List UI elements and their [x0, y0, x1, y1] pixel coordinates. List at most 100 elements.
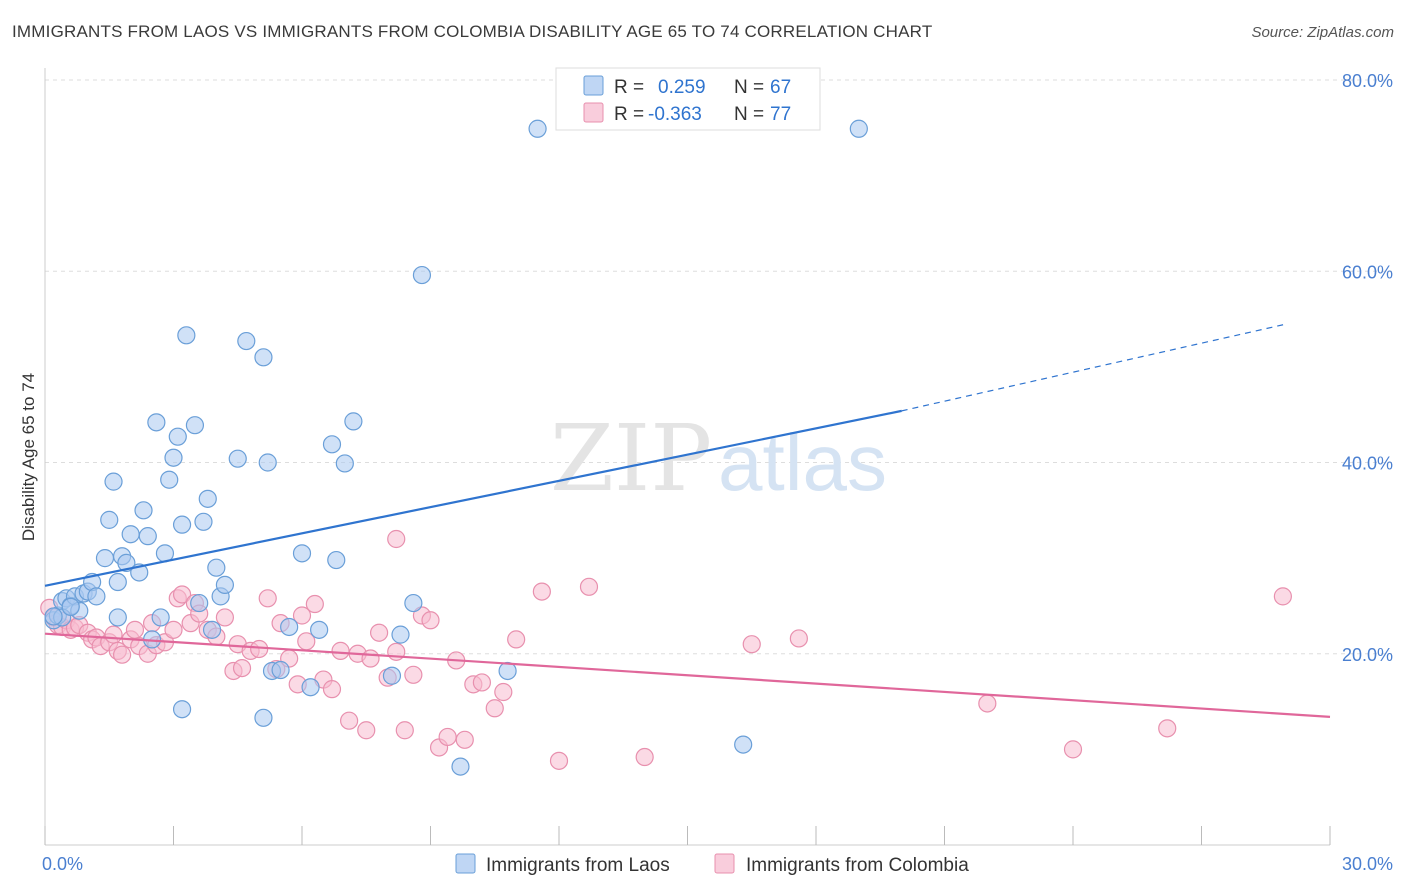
laos-point — [44, 607, 63, 626]
y-axis-label: Disability Age 65 to 74 — [19, 373, 38, 541]
laos-point — [254, 708, 273, 727]
laos-n-label: N = — [734, 77, 764, 98]
colombia-n-value: 77 — [770, 104, 791, 125]
laos-point — [104, 472, 123, 491]
laos-point — [202, 620, 222, 639]
laos-point — [335, 454, 354, 473]
legend-colombia-swatch — [714, 853, 735, 874]
colombia-point — [232, 658, 252, 678]
colombia-point — [579, 577, 599, 596]
colombia-point — [494, 682, 513, 702]
colombia-point — [404, 665, 423, 684]
x-tick-label: 30.0% — [1342, 854, 1393, 874]
x-tick-label: 0.0% — [42, 854, 83, 874]
colombia-point — [1273, 587, 1292, 606]
laos-r-label: R = — [614, 77, 644, 98]
laos-point — [177, 326, 196, 345]
laos-point — [451, 757, 470, 776]
laos-point — [228, 449, 247, 468]
colombia-point — [292, 606, 312, 625]
colombia-point — [742, 635, 761, 654]
laos-point — [404, 593, 423, 613]
source-label: Source: ZipAtlas.com — [1251, 24, 1394, 41]
laos-point — [194, 512, 213, 531]
colombia-point — [635, 747, 654, 767]
colombia-point — [331, 641, 350, 660]
laos-point — [310, 620, 329, 639]
colombia-n-label: N = — [734, 104, 764, 125]
laos-point — [301, 678, 320, 697]
watermark-zip: ZIP — [550, 405, 712, 512]
colombia-point — [455, 730, 474, 749]
laos-point — [172, 515, 192, 534]
laos-point — [734, 735, 753, 754]
colombia-point — [322, 680, 342, 699]
laos-point — [134, 501, 153, 520]
colombia-point — [125, 620, 145, 639]
laos-point — [215, 575, 234, 595]
stats-legend: R = 0.259 N = 67 R = -0.363 N = 77 — [555, 67, 821, 131]
laos-r-value: 0.259 — [658, 77, 706, 98]
laos-trend-extension — [901, 323, 1288, 412]
colombia-point — [305, 594, 324, 614]
trend-lines — [44, 323, 1331, 718]
colombia-point — [485, 699, 504, 718]
colombia-point — [172, 585, 192, 604]
laos-point — [327, 550, 346, 570]
laos-point — [190, 593, 209, 613]
laos-point — [271, 660, 290, 680]
stats-row-colombia: R = -0.363 N = 77 — [583, 102, 791, 125]
colombia-point — [361, 649, 380, 668]
chart-title: IMMIGRANTS FROM LAOS VS IMMIGRANTS FROM … — [12, 22, 933, 41]
laos-point — [185, 416, 205, 435]
colombia-point — [164, 620, 183, 639]
colombia-point — [789, 629, 808, 648]
colombia-point — [215, 608, 234, 627]
y-tick-label: 60.0% — [1342, 262, 1393, 282]
laos-point — [164, 448, 183, 467]
legend-colombia-label: Immigrants from Colombia — [746, 855, 969, 876]
laos-swatch — [583, 75, 604, 96]
laos-point — [108, 572, 127, 592]
colombia-trend-line — [44, 632, 1331, 718]
laos-point — [95, 549, 115, 568]
colombia-point — [507, 630, 526, 649]
laos-point — [108, 608, 127, 627]
colombia-point — [472, 673, 491, 692]
series-legend: Immigrants from Laos Immigrants from Col… — [455, 853, 969, 876]
laos-point — [168, 427, 187, 446]
laos-point — [322, 435, 342, 454]
laos-point — [412, 265, 432, 285]
laos-point — [254, 348, 273, 367]
laos-point — [382, 666, 402, 685]
colombia-points — [40, 529, 1292, 770]
colombia-point — [978, 694, 997, 713]
laos-point — [849, 119, 868, 138]
legend-laos-swatch — [455, 853, 476, 874]
colombia-point — [438, 727, 457, 747]
laos-point — [138, 527, 157, 546]
laos-point — [100, 510, 119, 529]
laos-point — [87, 587, 106, 606]
colombia-point — [387, 529, 406, 549]
colombia-point — [258, 589, 277, 608]
colombia-point — [340, 711, 359, 730]
colombia-point — [1063, 740, 1083, 759]
grid-lines — [45, 79, 1392, 655]
x-tick-labels: 0.0% 30.0% — [42, 854, 1393, 874]
laos-point — [498, 661, 517, 681]
legend-laos-label: Immigrants from Laos — [486, 855, 670, 876]
laos-point — [147, 413, 166, 432]
colombia-r-value: -0.363 — [648, 104, 702, 125]
stats-row-laos: R = 0.259 N = 67 — [583, 75, 791, 98]
laos-point — [207, 558, 226, 577]
laos-trend-line — [44, 409, 902, 587]
laos-n-value: 67 — [770, 77, 791, 98]
laos-point — [151, 608, 170, 627]
y-tick-label: 40.0% — [1342, 454, 1393, 474]
colombia-point — [421, 611, 440, 630]
colombia-point — [104, 625, 123, 644]
laos-point — [258, 453, 277, 472]
laos-point — [121, 525, 140, 544]
laos-point — [280, 617, 299, 637]
